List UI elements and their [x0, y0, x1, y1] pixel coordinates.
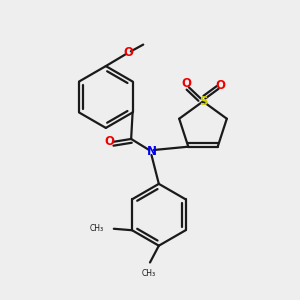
Text: O: O — [216, 79, 226, 92]
Text: N: N — [146, 145, 157, 158]
Text: O: O — [123, 46, 133, 59]
Text: CH₃: CH₃ — [142, 269, 156, 278]
Text: CH₃: CH₃ — [90, 224, 104, 233]
Text: O: O — [104, 135, 114, 148]
Text: O: O — [182, 77, 192, 90]
Text: S: S — [199, 95, 207, 108]
